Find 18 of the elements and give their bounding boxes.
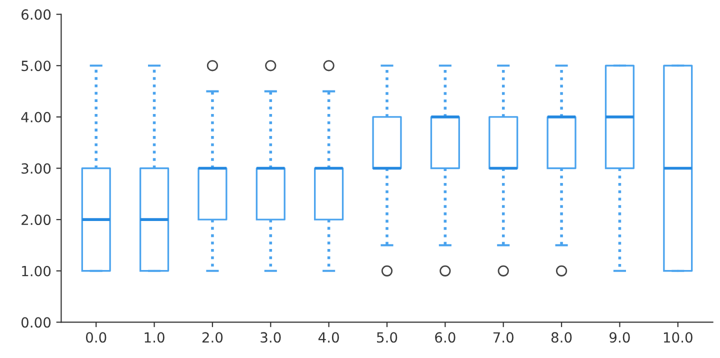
x-tick-label: 7.0 [493,332,514,343]
y-tick-label: 5.00 [22,60,51,72]
x-tick-label: 9.0 [610,332,630,343]
y-tick-label: 0.00 [21,317,51,328]
y-tick-label: 1.00 [22,266,51,276]
x-tick-label: 5.0 [377,332,398,343]
y-tick-label: 3.00 [22,163,51,174]
x-tick-label: 8.0 [551,332,572,343]
x-tick-label: 4.0 [318,332,339,343]
y-tick-label: 4.00 [21,112,51,122]
x-tick-label: 6.0 [435,332,456,343]
y-tick-label: 2.00 [22,214,51,226]
y-tick-label: 6.00 [22,9,51,20]
x-tick-label: 1.0 [144,332,164,343]
x-tick-label: 0.0 [86,332,106,343]
x-tick-label: 2.0 [202,332,223,343]
x-tick-label: 10.0 [664,332,692,343]
x-tick-label: 3.0 [260,332,281,343]
